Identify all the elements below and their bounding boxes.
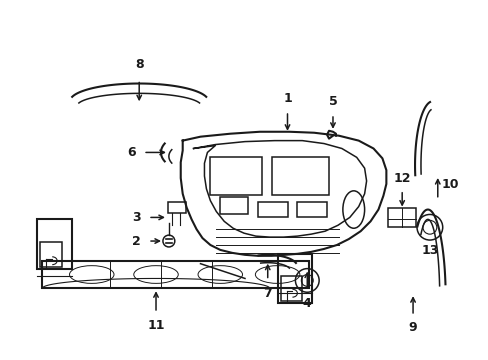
Text: 12: 12 — [393, 171, 410, 185]
Text: 2: 2 — [132, 235, 141, 248]
Bar — [37, 219, 72, 269]
Bar — [387, 208, 415, 227]
Text: 7: 7 — [263, 287, 271, 300]
Text: 13: 13 — [420, 244, 438, 257]
Text: 3: 3 — [132, 211, 140, 224]
Bar — [41, 242, 62, 267]
Text: 10: 10 — [441, 179, 458, 192]
Text: 5: 5 — [328, 95, 337, 108]
Bar — [280, 276, 302, 301]
Text: 4: 4 — [302, 297, 311, 310]
Bar — [167, 202, 185, 213]
Bar — [220, 197, 247, 215]
Bar — [271, 157, 328, 195]
Text: 8: 8 — [135, 58, 143, 71]
Bar — [257, 202, 287, 217]
Text: 1: 1 — [283, 92, 291, 105]
Text: 9: 9 — [408, 321, 417, 334]
Bar — [210, 157, 261, 195]
Text: 6: 6 — [127, 146, 135, 159]
Bar — [277, 254, 311, 303]
Text: 11: 11 — [147, 319, 164, 332]
Bar — [297, 202, 326, 217]
Bar — [42, 261, 308, 288]
